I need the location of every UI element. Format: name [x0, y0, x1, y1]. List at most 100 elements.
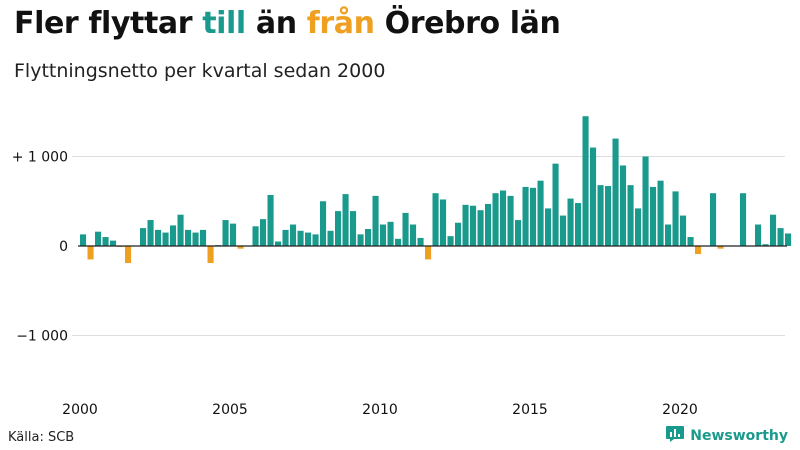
y-tick-label: −1 000 — [16, 329, 68, 345]
bar-positive — [627, 185, 634, 246]
bar-positive — [350, 211, 357, 246]
bar-positive — [710, 193, 717, 246]
bar-positive — [657, 180, 664, 246]
bar-positive — [410, 224, 417, 246]
bar-positive — [342, 194, 349, 246]
bar-positive — [95, 231, 102, 246]
bar-positive — [762, 244, 769, 246]
bar-positive — [432, 193, 439, 246]
bar-positive — [312, 234, 319, 246]
title-word-in: till — [202, 6, 246, 41]
title-word-out: från — [306, 6, 375, 41]
bar-positive — [327, 230, 334, 246]
bar-positive — [755, 224, 762, 246]
bar-positive — [462, 204, 469, 246]
x-tick-label: 2005 — [212, 402, 248, 418]
bar-positive — [477, 210, 484, 246]
brand-name: Newsworthy — [690, 428, 788, 444]
bar-positive — [537, 180, 544, 246]
bar-positive — [545, 208, 552, 246]
bar-positive — [155, 229, 162, 246]
bar-negative — [125, 246, 132, 264]
bar-positive — [357, 234, 364, 246]
chart-subtitle: Flyttningsnetto per kvartal sedan 2000 — [14, 60, 386, 82]
bar-positive — [417, 237, 424, 246]
bar-positive — [372, 195, 379, 246]
bar-negative — [425, 246, 432, 260]
bar-positive — [275, 241, 282, 246]
bar-positive — [282, 229, 289, 246]
x-tick-label: 2010 — [362, 402, 398, 418]
chart-title: Fler flyttar till än från Örebro län — [14, 6, 561, 41]
bar-positive — [582, 116, 589, 246]
bar-positive — [620, 165, 627, 246]
bar-positive — [597, 185, 604, 246]
y-axis-tick-labels: + 1 000 0 −1 000 — [12, 150, 68, 345]
bars — [80, 116, 792, 264]
bar-positive — [110, 240, 117, 246]
bar-positive — [177, 214, 184, 246]
bar-positive — [162, 232, 169, 246]
newsworthy-chart-logo-icon — [665, 425, 685, 447]
bar-positive — [200, 229, 207, 246]
newsworthy-brand[interactable]: Newsworthy — [665, 425, 788, 447]
bar-positive — [485, 203, 492, 246]
bar-negative — [237, 246, 244, 249]
bar-positive — [605, 186, 612, 246]
bar-positive — [680, 215, 687, 246]
bar-positive — [395, 238, 402, 246]
bar-positive — [642, 156, 649, 246]
bar-positive — [590, 147, 597, 246]
source-note: Källa: SCB — [8, 430, 75, 445]
bar-positive — [740, 193, 747, 246]
bar-positive — [612, 138, 619, 246]
bar-positive — [147, 220, 154, 246]
bar-positive — [290, 224, 297, 246]
bar-positive — [387, 221, 394, 246]
grid-lines — [72, 156, 785, 336]
x-tick-label: 2020 — [662, 402, 698, 418]
x-tick-label: 2000 — [62, 402, 98, 418]
bar-positive — [567, 198, 574, 246]
bar-negative — [717, 246, 724, 249]
bar-positive — [305, 232, 312, 246]
bar-positive — [770, 214, 777, 246]
bar-positive — [635, 208, 642, 246]
bar-positive — [447, 236, 454, 246]
bar-positive — [687, 237, 694, 246]
bar-positive — [785, 233, 792, 246]
bar-positive — [560, 215, 567, 246]
bar-positive — [140, 228, 147, 246]
bar-positive — [192, 232, 199, 246]
bar-positive — [575, 203, 582, 246]
bar-positive — [267, 194, 274, 246]
bar-positive — [522, 186, 529, 246]
bar-positive — [455, 222, 462, 246]
bar-negative — [695, 246, 702, 255]
bar-positive — [170, 225, 177, 246]
bar-negative — [207, 246, 214, 264]
y-tick-label: 0 — [59, 239, 68, 255]
bar-negative — [87, 246, 94, 260]
bar-positive — [650, 186, 657, 246]
bar-positive — [222, 220, 229, 246]
bar-positive — [530, 187, 537, 246]
bar-positive — [500, 190, 507, 246]
bar-positive — [552, 163, 559, 246]
x-tick-label: 2015 — [512, 402, 548, 418]
bar-positive — [380, 224, 387, 246]
bar-positive — [665, 224, 672, 246]
bar-positive — [402, 212, 409, 246]
bar-positive — [297, 230, 304, 246]
bar-positive — [492, 193, 499, 246]
bar-positive — [252, 226, 259, 246]
bar-positive — [230, 223, 237, 246]
bar-positive — [672, 191, 679, 246]
bar-positive — [365, 228, 372, 246]
bar-positive — [515, 220, 522, 246]
bar-positive — [260, 219, 267, 246]
bar-positive — [507, 195, 514, 246]
bar-positive — [80, 234, 87, 246]
bar-positive — [102, 237, 109, 246]
